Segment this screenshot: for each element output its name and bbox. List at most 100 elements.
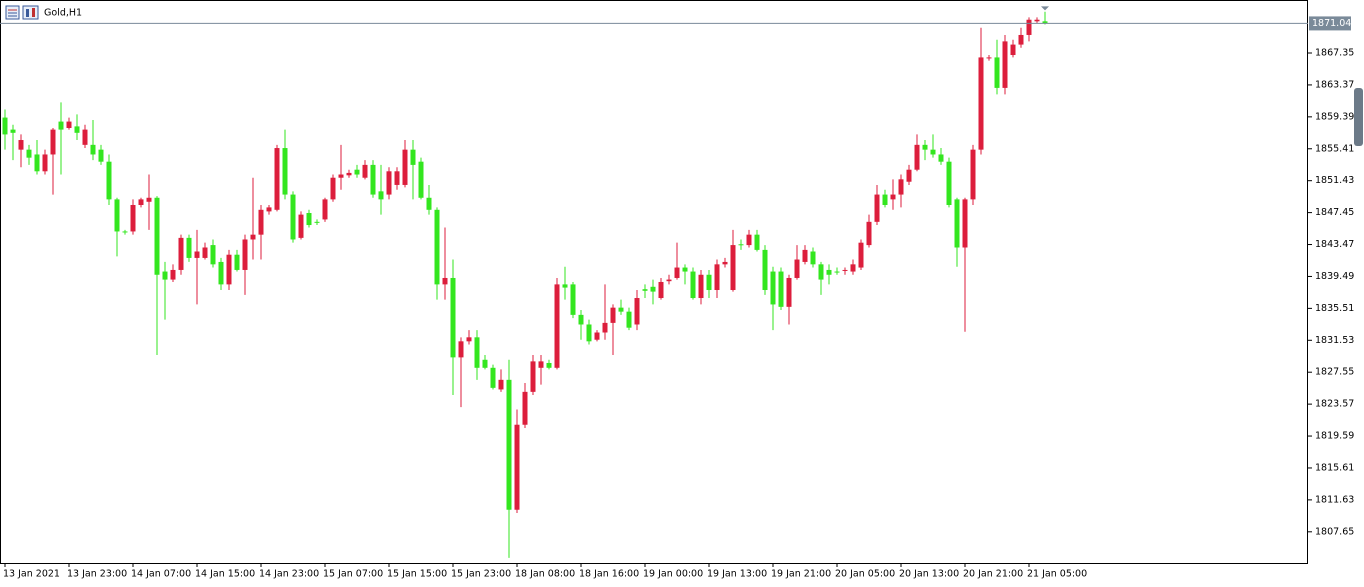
- x-tick-label: 19 Jan 21:00: [771, 569, 831, 580]
- x-tick-label: 21 Jan 05:00: [1027, 569, 1087, 580]
- candle-body: [898, 179, 904, 195]
- candle-body: [570, 284, 576, 315]
- y-tick-label: 1855.41: [1315, 143, 1354, 154]
- candle-body: [202, 247, 208, 258]
- candle-body: [306, 213, 312, 226]
- candle-body: [794, 259, 800, 278]
- candle-body: [826, 269, 832, 275]
- candle-body: [450, 277, 456, 358]
- x-tick-label: 18 Jan 08:00: [515, 569, 575, 580]
- candle-body: [138, 199, 144, 205]
- y-tick-label: 1823.57: [1315, 399, 1354, 410]
- candle-body: [714, 264, 720, 291]
- x-tick-label: 14 Jan 23:00: [259, 569, 319, 580]
- x-tick-label: 20 Jan 05:00: [835, 569, 895, 580]
- candle-body: [370, 164, 376, 195]
- y-tick-label: 1827.55: [1315, 367, 1354, 378]
- candle-body: [122, 231, 128, 233]
- candle-body: [490, 367, 496, 388]
- candle-body: [26, 149, 32, 158]
- candle-body: [834, 271, 840, 273]
- candle-body: [738, 244, 744, 246]
- candle-body: [906, 169, 912, 182]
- candle-body: [530, 361, 536, 392]
- x-tick-label: 18 Jan 16:00: [579, 569, 639, 580]
- candle-body: [786, 277, 792, 307]
- candle-body: [866, 221, 872, 246]
- candle-body: [938, 154, 944, 162]
- chart-icon: [5, 5, 39, 20]
- y-tick-label: 1839.49: [1315, 271, 1354, 282]
- candle-body: [618, 307, 624, 312]
- candle-body: [410, 149, 416, 165]
- candle-body: [10, 129, 16, 133]
- candle-body: [298, 214, 304, 238]
- candle-body: [514, 424, 520, 510]
- candle-body: [818, 264, 824, 280]
- candle-body: [178, 237, 184, 270]
- candle-body: [658, 281, 664, 299]
- candle-body: [290, 194, 296, 240]
- candles: [2, 11, 1048, 558]
- candle-body: [722, 261, 728, 265]
- candle-body: [682, 267, 688, 272]
- candle-body: [562, 284, 568, 288]
- candle-body: [1034, 19, 1040, 22]
- candle-body: [130, 204, 136, 232]
- candle-body: [426, 197, 432, 210]
- x-tick-label: 14 Jan 15:00: [195, 569, 255, 580]
- candle-body: [282, 148, 288, 195]
- candle-body: [186, 237, 192, 258]
- chart-title: Gold,H1: [44, 8, 82, 19]
- candle-body: [330, 177, 336, 200]
- candle-body: [482, 359, 488, 368]
- candle-body: [146, 197, 152, 202]
- candle-body: [634, 298, 640, 325]
- x-tick-label: 15 Jan 07:00: [323, 569, 383, 580]
- candle-body: [522, 391, 528, 425]
- y-tick-label: 1851.43: [1315, 175, 1354, 186]
- candle-body: [354, 169, 360, 175]
- y-tick-label: 1831.53: [1315, 335, 1354, 346]
- candle-body: [114, 199, 120, 232]
- candle-body: [90, 144, 96, 155]
- candle-body: [434, 209, 440, 285]
- candle-body: [762, 249, 768, 291]
- y-tick-label: 1807.65: [1315, 526, 1354, 537]
- candle-body: [154, 197, 160, 275]
- candle-body: [418, 161, 424, 198]
- y-tick-label: 1811.63: [1315, 494, 1354, 505]
- scrollbar-handle[interactable]: [1354, 88, 1363, 146]
- candle-body: [314, 221, 320, 223]
- x-tick-label: 19 Jan 00:00: [643, 569, 703, 580]
- candle-body: [674, 267, 680, 278]
- candle-body: [66, 121, 72, 128]
- candle-body: [578, 314, 584, 325]
- y-tick-label: 1863.37: [1315, 79, 1354, 90]
- candle-body: [690, 271, 696, 299]
- candle-body: [754, 234, 760, 250]
- x-tick-label: 20 Jan 21:00: [963, 569, 1023, 580]
- candle-body: [986, 57, 992, 59]
- candle-body: [954, 199, 960, 248]
- candle-body: [594, 332, 600, 340]
- candle-body: [2, 117, 8, 135]
- y-tick-label: 1815.61: [1315, 462, 1354, 473]
- candle-body: [554, 284, 560, 368]
- x-tick-label: 20 Jan 13:00: [899, 569, 959, 580]
- candle-body: [962, 199, 968, 248]
- candle-body: [1010, 44, 1016, 56]
- current-price-label: 1871.04: [1312, 18, 1351, 29]
- candle-body: [978, 57, 984, 150]
- candle-body: [106, 161, 112, 200]
- x-tick-label: 15 Jan 23:00: [451, 569, 511, 580]
- candle-body: [458, 341, 464, 358]
- x-tick-label: 13 Jan 2021: [3, 569, 60, 580]
- candle-body: [242, 239, 248, 270]
- candle-body: [650, 286, 656, 292]
- candle-body: [882, 194, 888, 205]
- candle-body: [338, 174, 344, 178]
- candle-body: [850, 264, 856, 272]
- candle-body: [258, 209, 264, 235]
